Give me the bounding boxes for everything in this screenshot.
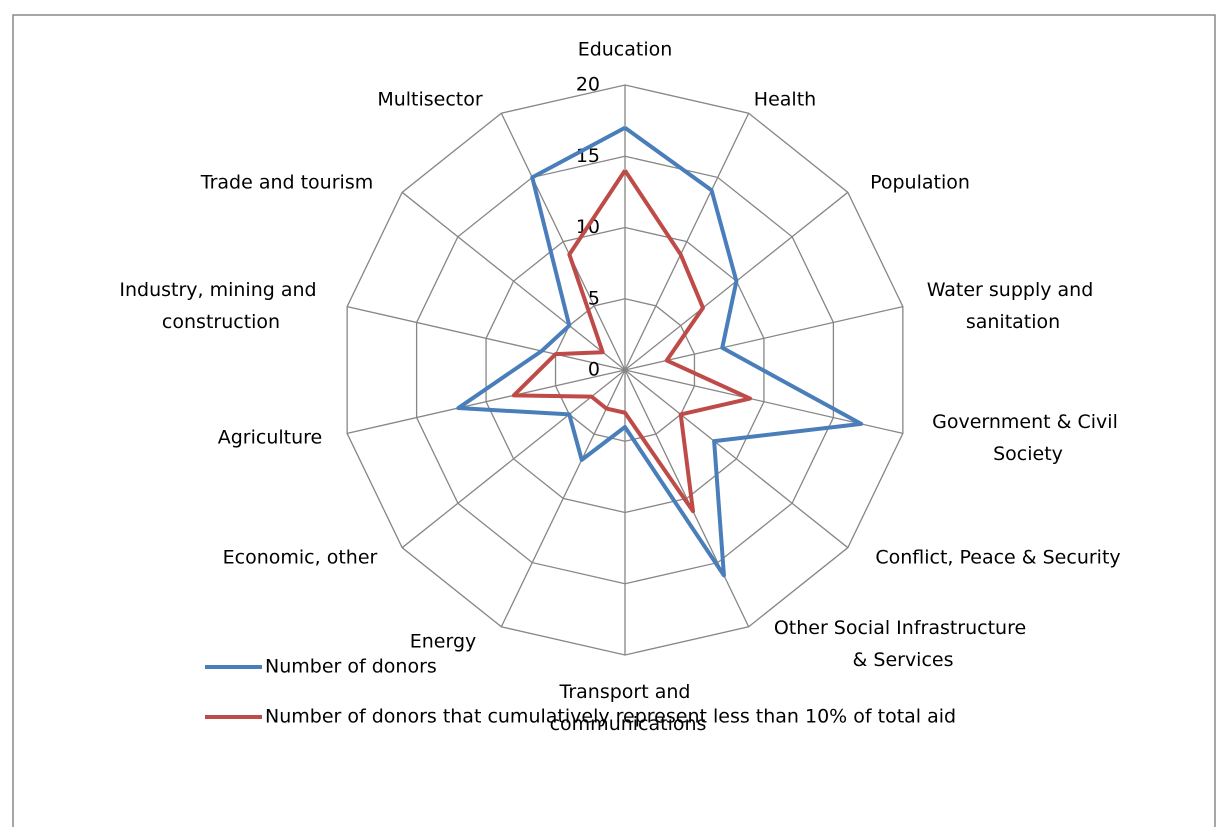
category-label: Energy xyxy=(410,631,477,653)
series-line xyxy=(456,125,864,578)
spoke xyxy=(624,112,750,371)
spoke xyxy=(500,112,626,371)
r-tick-label: 20 xyxy=(576,74,600,96)
r-tick-label: 5 xyxy=(588,287,600,309)
legend-label: Number of donors xyxy=(265,656,437,678)
category-label: Government & Civil Society xyxy=(932,411,1118,465)
category-label: Health xyxy=(754,89,816,111)
category-label: Economic, other xyxy=(223,547,378,569)
series-line xyxy=(511,169,753,514)
spoke xyxy=(347,369,626,435)
category-label: Agriculture xyxy=(218,427,323,449)
category-label: Education xyxy=(578,39,673,61)
category-label: Water supply and sanitation xyxy=(927,279,1094,333)
category-label: Industry, mining and construction xyxy=(119,279,316,333)
spoke xyxy=(347,305,626,371)
spoke xyxy=(624,305,903,371)
category-label: Population xyxy=(870,172,970,194)
spoke xyxy=(401,191,626,371)
category-label: Conflict, Peace & Security xyxy=(875,547,1120,569)
r-tick-label: 0 xyxy=(588,359,600,381)
spoke xyxy=(624,369,750,628)
spoke xyxy=(500,369,626,628)
category-label: Trade and tourism xyxy=(200,172,373,194)
category-label: Transport and communications xyxy=(544,681,707,735)
category-label: Other Social Infrastructure & Services xyxy=(774,617,1026,671)
spoke xyxy=(624,369,849,549)
spoke xyxy=(401,369,626,549)
chart-border xyxy=(12,14,1216,827)
legend-label: Number of donors that cumulatively repre… xyxy=(265,706,956,728)
category-label: Multisector xyxy=(377,89,483,111)
